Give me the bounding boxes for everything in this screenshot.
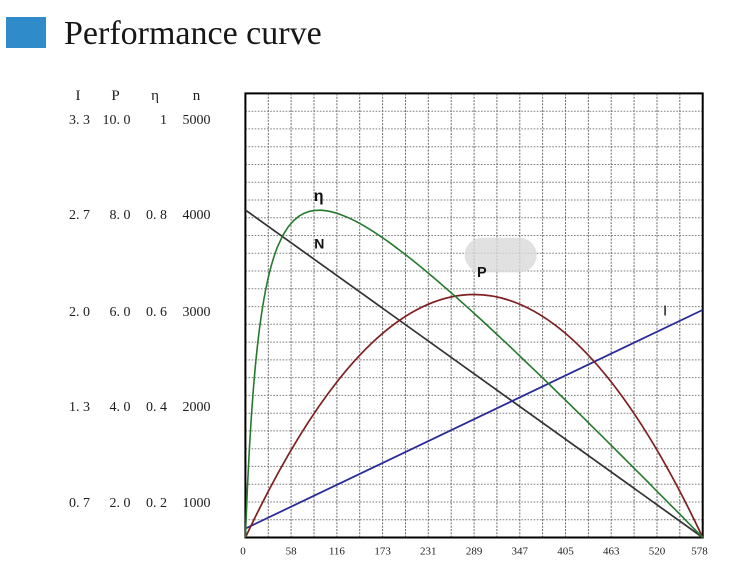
svg-text:116: 116 (329, 546, 346, 558)
svg-text:I: I (663, 303, 667, 320)
svg-text:N: N (314, 236, 324, 252)
svg-text:463: 463 (603, 546, 620, 558)
svg-text:520: 520 (649, 546, 666, 558)
svg-text:η: η (314, 188, 324, 205)
svg-text:58: 58 (286, 546, 298, 558)
svg-text:347: 347 (512, 546, 529, 558)
svg-text:231: 231 (420, 546, 437, 558)
svg-text:173: 173 (374, 546, 391, 558)
svg-text:289: 289 (466, 546, 483, 558)
svg-text:P: P (477, 265, 487, 281)
svg-text:0: 0 (240, 546, 246, 558)
svg-text:405: 405 (557, 546, 574, 558)
svg-text:578: 578 (691, 546, 708, 558)
